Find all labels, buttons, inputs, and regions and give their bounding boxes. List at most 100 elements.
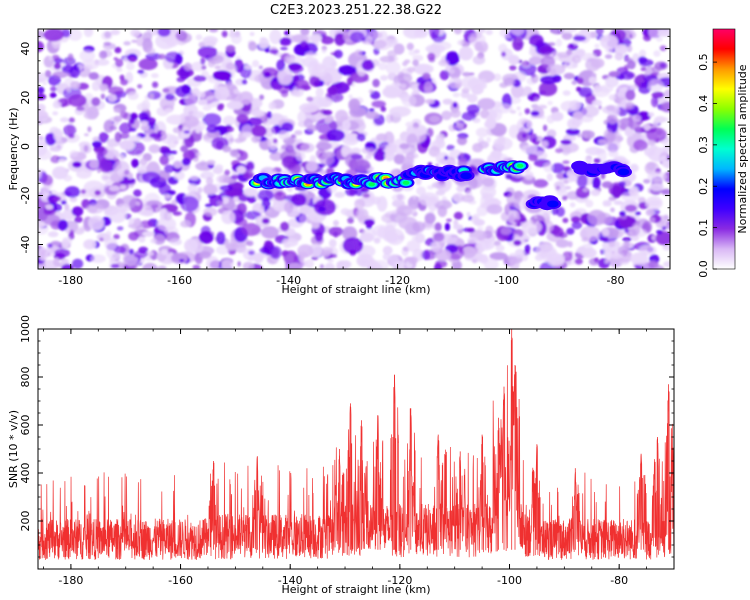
noise-blob <box>84 133 89 137</box>
noise-blob <box>47 231 59 238</box>
noise-blob <box>322 109 333 116</box>
noise-blob <box>371 100 386 108</box>
noise-blob <box>547 100 553 106</box>
noise-blob <box>368 108 375 112</box>
noise-blob <box>133 250 148 259</box>
noise-blob <box>631 222 640 237</box>
noise-blob <box>200 57 206 65</box>
noise-blob <box>438 59 450 67</box>
noise-blob <box>41 184 51 196</box>
noise-blob <box>317 96 333 108</box>
noise-blob <box>372 78 380 88</box>
noise-blob <box>656 229 663 235</box>
noise-blob <box>521 144 538 154</box>
noise-blob <box>131 39 138 43</box>
noise-blob <box>264 47 270 53</box>
noise-blob <box>137 84 143 89</box>
noise-blob <box>128 135 142 142</box>
noise-blob <box>376 196 388 212</box>
noise-blob <box>480 185 497 199</box>
noise-blob <box>179 133 189 139</box>
noise-blob <box>661 160 670 168</box>
noise-blob <box>348 98 361 112</box>
noise-blob <box>74 216 83 223</box>
noise-blob <box>580 243 594 257</box>
noise-blob <box>379 55 395 63</box>
noise-blob <box>57 219 68 231</box>
noise-blob <box>164 194 171 198</box>
noise-blob <box>594 257 599 263</box>
noise-blob <box>160 249 169 255</box>
noise-blob <box>242 261 254 269</box>
noise-blob <box>71 206 84 217</box>
noise-blob <box>434 222 442 232</box>
noise-blob <box>334 33 346 46</box>
noise-blob <box>277 84 290 94</box>
noise-blob <box>219 185 233 192</box>
noise-blob <box>373 39 392 51</box>
noise-blob <box>159 155 170 166</box>
noise-blob <box>344 152 364 169</box>
noise-blob <box>587 209 607 226</box>
noise-blob <box>613 200 624 206</box>
noise-blob <box>103 41 112 46</box>
noise-blob <box>88 215 105 231</box>
noise-blob <box>138 236 146 243</box>
noise-blob <box>223 115 236 126</box>
noise-blob <box>588 76 597 84</box>
noise-blob <box>315 142 332 151</box>
noise-blob <box>225 62 235 70</box>
noise-blob <box>365 36 373 45</box>
noise-blob <box>477 29 486 34</box>
noise-blob <box>120 78 129 86</box>
noise-blob <box>479 202 489 209</box>
noise-blob <box>320 80 324 85</box>
noise-blob <box>330 52 339 56</box>
noise-blob <box>500 227 512 236</box>
noise-blob <box>648 260 659 269</box>
noise-blob <box>561 32 573 40</box>
noise-blob <box>461 111 477 121</box>
noise-blob <box>303 118 313 129</box>
noise-blob <box>146 47 156 55</box>
noise-blob <box>368 89 374 94</box>
noise-blob <box>571 80 578 85</box>
noise-blob <box>380 75 388 81</box>
noise-blob <box>180 145 188 153</box>
noise-blob <box>430 241 441 253</box>
noise-blob <box>87 126 92 133</box>
noise-blob <box>348 94 353 99</box>
noise-blob <box>311 64 328 78</box>
noise-blob <box>76 169 92 179</box>
noise-blob <box>225 242 239 251</box>
noise-blob <box>555 38 563 47</box>
noise-blob <box>83 145 89 152</box>
noise-blob <box>591 72 597 77</box>
noise-blob <box>477 172 486 181</box>
noise-blob <box>114 46 122 54</box>
noise-blob <box>180 220 191 228</box>
noise-blob <box>149 132 162 139</box>
noise-blob <box>199 251 212 259</box>
noise-blob <box>328 239 337 248</box>
noise-blob <box>139 158 148 166</box>
noise-blob <box>116 67 123 72</box>
noise-blob <box>453 211 463 220</box>
noise-blob <box>469 72 475 76</box>
noise-blob <box>233 88 240 95</box>
noise-blob <box>405 121 414 128</box>
noise-blob <box>291 134 296 139</box>
noise-blob <box>97 168 101 174</box>
noise-blob <box>562 90 571 96</box>
noise-blob <box>450 109 462 118</box>
noise-blob <box>362 193 370 198</box>
noise-blob <box>396 193 404 201</box>
noise-blob <box>95 146 108 157</box>
noise-blob <box>569 202 576 208</box>
noise-blob <box>453 77 463 84</box>
noise-blob <box>617 83 635 92</box>
noise-blob <box>401 94 417 107</box>
noise-blob <box>580 225 601 242</box>
noise-blob <box>321 48 327 54</box>
noise-blob <box>152 81 159 88</box>
